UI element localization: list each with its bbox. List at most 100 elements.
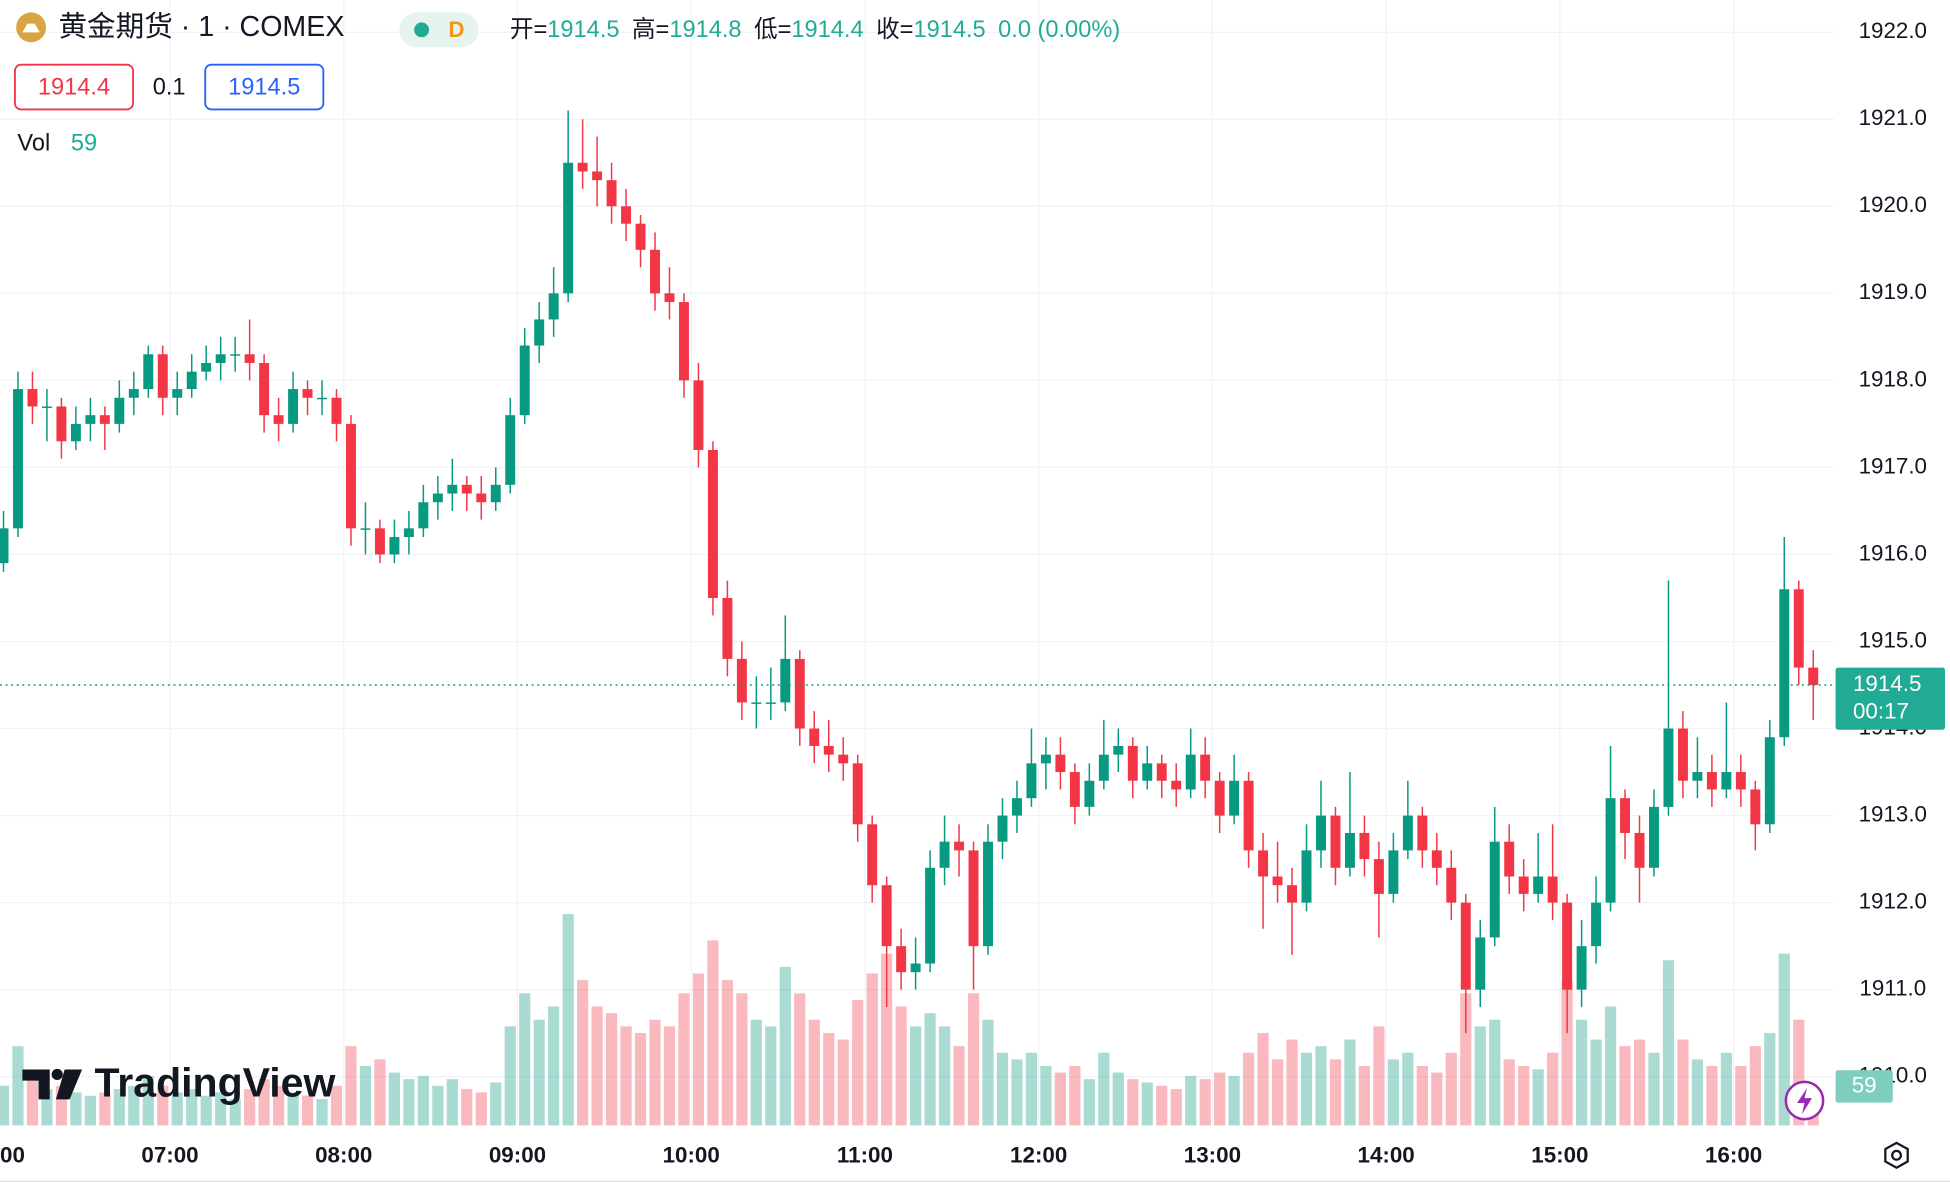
candle-body — [1518, 876, 1529, 894]
candle-body — [418, 502, 429, 529]
candle-body — [1489, 841, 1500, 938]
candle-body — [838, 754, 849, 764]
candle-body — [548, 293, 559, 320]
candle-body — [461, 484, 472, 494]
candle-body — [403, 528, 414, 538]
volume-bar — [1271, 1059, 1284, 1126]
volume-bar — [446, 1079, 458, 1126]
candle-body — [852, 763, 863, 825]
candle-body — [244, 354, 255, 363]
volume-bar — [938, 1026, 951, 1126]
candle-body — [1446, 867, 1457, 903]
candle-body — [1185, 754, 1196, 790]
x-tick-label: 08:00 — [315, 1142, 372, 1167]
volume-bar — [0, 1085, 10, 1126]
candle-body — [1460, 902, 1471, 990]
y-tick-label: 1918.0 — [1859, 366, 1927, 391]
symbol-title[interactable]: 黄金期货 · 1 · COMEX — [58, 11, 344, 43]
volume-bar — [1083, 1079, 1095, 1126]
volume-bar — [707, 940, 719, 1126]
candle-body — [99, 415, 110, 424]
candle-body — [1243, 780, 1254, 851]
volume-bar — [128, 1085, 140, 1126]
volume-bar — [1648, 1052, 1660, 1126]
x-tick-label: 10:00 — [663, 1142, 720, 1167]
candle-body — [1764, 737, 1775, 825]
candle-body — [925, 867, 936, 964]
candle-body — [56, 406, 67, 442]
last-volume-box — [1835, 1070, 1893, 1103]
candle-body — [302, 389, 313, 398]
open-value: 1914.5 — [547, 17, 619, 43]
open-label: 开= — [510, 17, 547, 43]
volume-bar — [301, 1095, 314, 1126]
candle-body — [70, 423, 81, 442]
candle-body — [1229, 780, 1240, 816]
volume-bar — [55, 1085, 68, 1126]
y-tick-label: 1913.0 — [1859, 801, 1927, 826]
x-tick-label: 16:00 — [1705, 1142, 1762, 1167]
candle-body — [823, 745, 834, 755]
candle-body — [1591, 902, 1602, 947]
candle-body — [563, 162, 574, 294]
volume-bar — [1575, 1019, 1588, 1126]
volume-legend-value: 59 — [71, 130, 97, 156]
volume-bar — [1633, 1039, 1646, 1126]
volume-bar — [316, 1099, 328, 1126]
volume-bar — [1474, 1026, 1486, 1126]
volume-bar — [432, 1085, 444, 1126]
x-tick-label: 15:00 — [1531, 1142, 1588, 1167]
status-badge[interactable] — [399, 12, 479, 48]
volume-bar — [99, 1092, 111, 1126]
volume-bar — [591, 1006, 603, 1126]
candle-body — [650, 249, 660, 294]
last-price-label: 1914.5 — [1853, 671, 1921, 696]
volume-bar — [200, 1095, 212, 1126]
candle-body — [1417, 815, 1428, 851]
candle-body — [954, 841, 965, 851]
volume-bar — [417, 1075, 429, 1126]
volume-bar — [229, 1099, 241, 1126]
sell-button[interactable] — [13, 63, 135, 111]
volume-bar — [982, 1019, 994, 1126]
candle-body — [1620, 798, 1631, 833]
candle-body — [1098, 754, 1109, 781]
volume-bar — [1793, 1019, 1805, 1126]
buy-button[interactable] — [204, 63, 325, 111]
candle-body — [374, 528, 385, 555]
candle-body — [128, 389, 139, 398]
ask-price: 1914.5 — [228, 75, 300, 101]
volume-bar — [1257, 1032, 1269, 1126]
candle-body — [780, 658, 791, 703]
candle-body — [389, 537, 400, 555]
volume-bar — [779, 966, 791, 1126]
volume-bar — [26, 1079, 39, 1126]
volume-bar — [374, 1059, 386, 1126]
volume-bar — [692, 973, 705, 1126]
candle-body — [1171, 780, 1182, 790]
candle-body — [809, 728, 820, 746]
watermark-text: TradingView — [95, 1059, 336, 1105]
volume-pane — [0, 914, 1819, 1126]
volume-bar — [808, 1019, 820, 1126]
candle-body — [230, 354, 241, 356]
volume-bar — [41, 1089, 53, 1126]
volume-bar — [84, 1095, 96, 1126]
volume-bar — [967, 993, 980, 1126]
candle-body — [1388, 850, 1399, 894]
settings-button[interactable] — [1884, 1141, 1909, 1169]
volume-bar — [1098, 1052, 1110, 1126]
volume-bar — [215, 1092, 227, 1126]
x-tick-label: 11:00 — [837, 1142, 893, 1167]
candle-body — [41, 406, 52, 408]
volume-bar — [1025, 1052, 1038, 1126]
volume-bar — [1416, 1065, 1428, 1126]
candle-body — [910, 963, 921, 973]
volume-bar — [287, 1092, 299, 1126]
x-tick-label: 06:00 — [0, 1142, 25, 1167]
candle-body — [1562, 902, 1573, 990]
volume-bar — [157, 1085, 169, 1126]
volume-bar — [1156, 1085, 1168, 1126]
candle-body — [1706, 772, 1717, 790]
